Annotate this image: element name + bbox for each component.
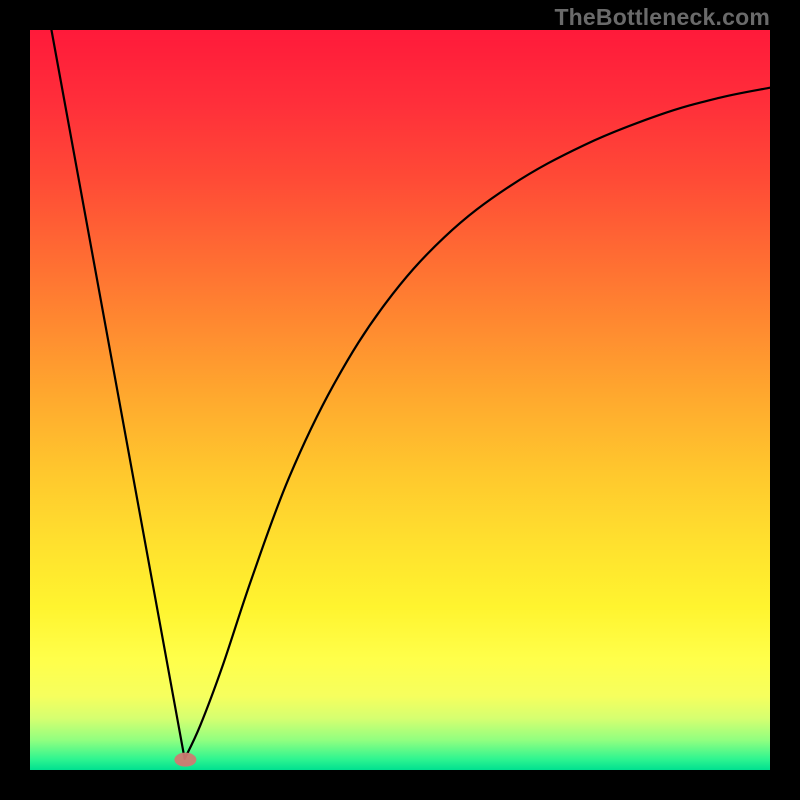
- watermark-text: TheBottleneck.com: [554, 4, 770, 31]
- optimum-marker: [174, 753, 196, 767]
- plot-background: [30, 30, 770, 770]
- chart-container: { "watermark": { "text": "TheBottleneck.…: [0, 0, 800, 800]
- bottleneck-chart: [0, 0, 800, 800]
